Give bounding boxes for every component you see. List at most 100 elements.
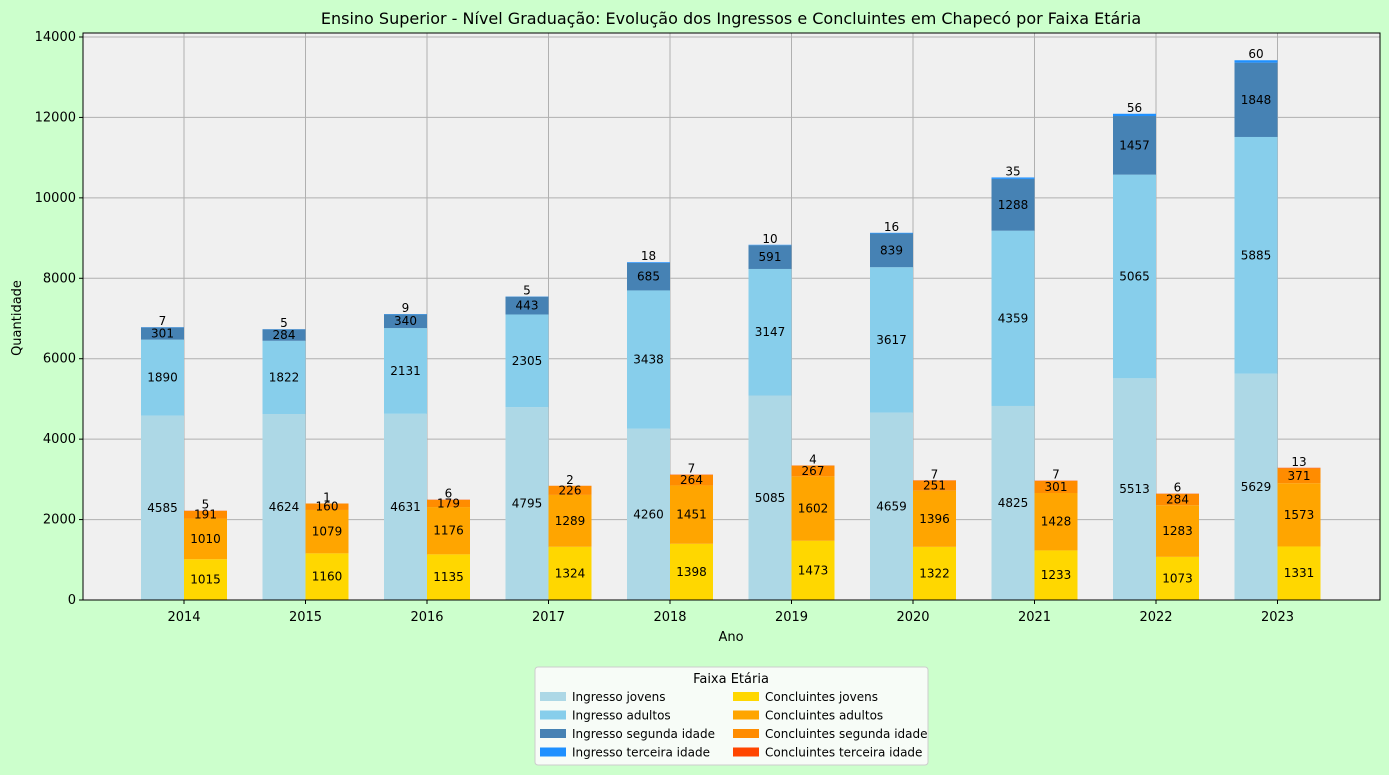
bar-value-label: 4260 — [633, 507, 664, 521]
concluintes-bar-segment — [1156, 493, 1199, 506]
bar-value-label: 5629 — [1241, 480, 1272, 494]
x-tick-label: 2014 — [167, 610, 200, 625]
concluintes-bar-segment — [427, 499, 470, 508]
bar-value-label: 3147 — [755, 325, 786, 339]
bar-value-label: 3438 — [633, 353, 664, 367]
concluintes-bar-segment — [1034, 480, 1078, 493]
ingresso-bar-segment — [1234, 136, 1278, 374]
bars — [141, 60, 1321, 600]
y-tick-label: 2000 — [43, 513, 76, 528]
bar-value-label: 1 — [323, 490, 331, 504]
bar-value-label: 1890 — [147, 371, 178, 385]
bar-value-label: 5085 — [755, 491, 786, 505]
bar-value-label: 1428 — [1041, 515, 1072, 529]
concluintes-bar-segment — [1034, 492, 1078, 551]
bar-value-label: 1010 — [190, 532, 221, 546]
ingresso-bar-segment — [1234, 373, 1278, 600]
x-tick-label: 2016 — [410, 610, 443, 625]
legend-swatch — [733, 692, 759, 701]
bar-value-label: 5 — [202, 498, 210, 512]
ingresso-bar-segment — [870, 412, 913, 600]
bar-value-label: 4624 — [269, 500, 300, 514]
bar-value-label: 5885 — [1241, 248, 1272, 262]
x-tick-label: 2021 — [1018, 610, 1051, 625]
bar-value-label: 1073 — [1162, 571, 1193, 585]
concluintes-bar-segment — [791, 540, 835, 600]
bar-value-label: 6 — [1174, 481, 1182, 495]
y-tick-label: 6000 — [43, 352, 76, 367]
legend-label: Ingresso segunda idade — [572, 727, 715, 741]
y-tick-label: 10000 — [35, 191, 76, 206]
bar-value-label: 16 — [884, 220, 899, 234]
concluintes-bar-segment — [305, 509, 349, 554]
x-axis: 2014 2015 2016 2017 2018 2019 2020 2021 2022 2023 — [167, 600, 1294, 625]
concluintes-bar-segment — [1156, 556, 1199, 600]
ingresso-bar-segment — [505, 314, 549, 408]
bar-value-label: 443 — [516, 299, 539, 313]
ingresso-bar-segment — [870, 233, 913, 268]
bar-value-label: 267 — [802, 464, 825, 478]
x-tick-label: 2018 — [653, 610, 686, 625]
ingresso-bar-segment — [1113, 174, 1156, 379]
ingresso-bar-segment — [141, 415, 184, 600]
ingresso-bar-segment — [1113, 113, 1156, 117]
bar-value-label: 13 — [1291, 455, 1306, 469]
ingresso-bar-segment — [505, 296, 549, 315]
concluintes-bar-segment — [305, 553, 349, 600]
bar-value-label: 1602 — [798, 502, 829, 516]
ingresso-bar-segment — [991, 230, 1035, 406]
bar-value-label: 7 — [931, 467, 939, 481]
legend-swatch — [540, 692, 566, 701]
bar-value-label: 1848 — [1241, 93, 1272, 107]
legend-label: Ingresso jovens — [572, 690, 666, 704]
bar-value-label: 1135 — [433, 570, 464, 584]
concluintes-bar-segment — [184, 518, 227, 560]
bar-value-label: 7 — [1052, 468, 1060, 482]
bar-value-label: 5 — [280, 316, 288, 330]
concluintes-bar-segment — [427, 507, 470, 555]
concluintes-bar-segment — [427, 554, 470, 600]
ingresso-bar-segment — [991, 177, 1035, 179]
y-axis: 0 2000 4000 6000 8000 10000 12000 14000 — [35, 30, 83, 608]
bar-value-label: 1451 — [676, 508, 707, 522]
x-axis-label: Ano — [718, 630, 743, 645]
x-tick-label: 2022 — [1139, 610, 1172, 625]
concluintes-bar-segment — [305, 503, 349, 510]
ingresso-bar-segment — [1234, 62, 1278, 137]
bar-value-label: 1324 — [555, 566, 586, 580]
concluintes-bar-segment — [548, 485, 592, 495]
legend-label: Ingresso terceira idade — [572, 746, 710, 760]
x-tick-label: 2019 — [775, 610, 808, 625]
bar-value-label: 1079 — [312, 525, 343, 539]
bar-value-label: 1176 — [433, 524, 464, 538]
bar-value-label: 4825 — [998, 496, 1029, 510]
bar-value-label: 1283 — [1162, 524, 1193, 538]
legend-swatch — [540, 747, 566, 757]
concluintes-bar-segment — [1156, 505, 1199, 557]
bar-value-label: 5513 — [1119, 482, 1150, 496]
bar-value-label: 3617 — [876, 333, 907, 347]
concluintes-bar-segment — [184, 559, 227, 600]
bar-value-label: 1331 — [1284, 566, 1315, 580]
ingresso-bar-segment — [991, 178, 1035, 231]
bar-value-label: 4659 — [876, 499, 907, 513]
bar-value-label: 10 — [762, 232, 777, 246]
y-tick-label: 14000 — [35, 30, 76, 45]
bar-value-label: 191 — [194, 508, 217, 522]
legend-swatch — [540, 710, 566, 720]
bar-value-label: 18 — [641, 249, 656, 263]
y-tick-label: 4000 — [43, 432, 76, 447]
concluintes-bar-segment — [913, 480, 956, 491]
ingresso-bar-segment — [384, 328, 427, 414]
bar-value-label: 264 — [680, 473, 703, 487]
bar-value-label: 340 — [394, 314, 417, 328]
concluintes-bar-segment — [1034, 550, 1078, 600]
ingresso-bar-segment — [1113, 378, 1156, 600]
bar-value-label: 4359 — [998, 311, 1029, 325]
bar-value-label: 1473 — [798, 563, 829, 577]
bar-value-label: 4795 — [512, 497, 543, 511]
bar-value-label: 2131 — [390, 364, 421, 378]
ingresso-bar-segment — [870, 232, 913, 234]
legend-label: Concluintes jovens — [765, 690, 878, 704]
ingresso-bar-segment — [627, 290, 670, 429]
